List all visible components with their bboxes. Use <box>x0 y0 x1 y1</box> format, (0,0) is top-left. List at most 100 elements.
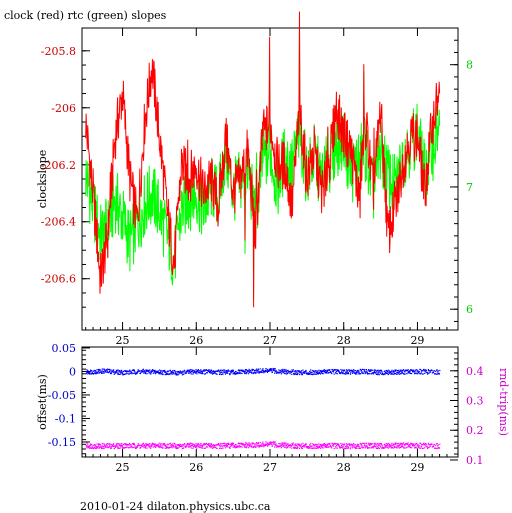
offset-series-point <box>391 369 393 371</box>
offset-series-point <box>99 371 101 373</box>
offset-series-point <box>425 370 427 372</box>
offset-series-point <box>390 372 392 375</box>
offset-series-point <box>398 373 400 375</box>
round-trip-series-point <box>195 446 197 448</box>
offset-series-point <box>151 369 153 371</box>
offset-series-point <box>395 372 397 375</box>
round-trip-series-point <box>152 443 154 445</box>
round-trip-series-point <box>333 448 335 450</box>
offset-series-point <box>230 370 232 372</box>
offset-series-point <box>141 370 143 372</box>
round-trip-series-point <box>368 447 370 449</box>
offset-series-point <box>231 371 233 373</box>
offset-series-point <box>166 372 168 374</box>
bottom-left-ytick-label: -0.1 <box>55 412 76 425</box>
round-trip-series-point <box>415 447 417 449</box>
offset-series-point <box>119 370 121 372</box>
round-trip-series-point <box>113 445 115 448</box>
offset-series-point <box>338 371 340 373</box>
offset-series-point <box>120 371 122 373</box>
offset-series-point <box>320 371 322 374</box>
round-trip-series-point <box>244 444 246 446</box>
round-trip-series-point <box>115 445 117 447</box>
round-trip-series-point <box>366 444 368 446</box>
offset-series-point <box>127 373 129 375</box>
round-trip-series-point <box>399 442 402 444</box>
offset-series-point <box>152 372 154 374</box>
round-trip-series-point <box>96 443 98 445</box>
round-trip-series-point <box>322 447 324 449</box>
offset-series-point <box>117 372 119 374</box>
round-trip-series-point <box>196 447 198 449</box>
offset-series-point <box>148 372 150 374</box>
offset-series-point <box>283 368 285 370</box>
round-trip-series-point <box>310 442 312 444</box>
offset-series-point <box>119 371 121 373</box>
offset-series-point <box>219 372 221 374</box>
offset-series-point <box>301 370 303 372</box>
offset-series-point <box>270 368 273 370</box>
offset-series-point <box>95 371 97 373</box>
offset-series-point <box>193 371 195 373</box>
round-trip-series-point <box>296 447 298 450</box>
round-trip-series-point <box>262 445 264 447</box>
round-trip-series-point <box>215 447 217 449</box>
round-trip-series-point <box>188 446 190 448</box>
round-trip-series-point <box>162 447 164 449</box>
offset-series-point <box>210 371 212 373</box>
round-trip-series-point <box>133 442 135 444</box>
offset-series-point <box>281 370 283 372</box>
round-trip-series-point <box>267 442 269 445</box>
round-trip-series-point <box>361 442 363 444</box>
round-trip-series-point <box>403 447 405 449</box>
offset-series-point <box>189 369 191 371</box>
offset-series-point <box>86 373 88 375</box>
offset-series-point <box>424 370 426 372</box>
offset-series-point <box>207 369 209 371</box>
offset-series-point <box>105 370 107 372</box>
round-trip-series-point <box>178 446 180 448</box>
round-trip-series-point <box>330 445 332 448</box>
round-trip-series-point <box>292 444 294 446</box>
offset-series-point <box>388 373 390 375</box>
round-trip-series-point <box>128 447 130 449</box>
round-trip-series-point <box>384 446 386 448</box>
offset-series-point <box>162 373 164 375</box>
offset-series-point <box>416 369 418 371</box>
offset-series-point <box>211 373 214 375</box>
offset-series-point <box>137 369 139 371</box>
round-trip-series-point <box>152 446 154 448</box>
round-trip-series-point <box>400 446 402 449</box>
offset-series-point <box>350 372 352 374</box>
round-trip-series-point <box>193 445 195 447</box>
offset-series-point <box>284 370 286 372</box>
round-trip-series-point <box>327 444 329 446</box>
offset-series-point <box>140 372 142 374</box>
round-trip-series-point <box>438 446 440 449</box>
round-trip-series-point <box>158 445 160 447</box>
round-trip-series-point <box>301 446 303 448</box>
offset-series-point <box>103 372 105 374</box>
round-trip-series-point <box>166 444 168 446</box>
round-trip-series-point <box>262 443 264 445</box>
offset-series-point <box>215 373 217 375</box>
top-left-ytick-label: -205.8 <box>41 45 76 58</box>
round-trip-series-point <box>212 444 215 446</box>
offset-series-point <box>271 370 273 372</box>
round-trip-series-point <box>162 443 164 445</box>
round-trip-series-point <box>101 448 103 450</box>
round-trip-series-point <box>154 446 156 449</box>
offset-series-point <box>158 372 160 374</box>
round-trip-series-point <box>316 444 318 446</box>
offset-series-point <box>324 370 326 372</box>
offset-series-point <box>97 368 99 371</box>
round-trip-series-point <box>205 442 207 444</box>
round-trip-series-point <box>409 443 411 446</box>
round-trip-series-point <box>425 443 428 445</box>
round-trip-series-point <box>238 446 240 448</box>
offset-series-point <box>383 374 385 376</box>
round-trip-series-point <box>119 444 121 447</box>
offset-series-point <box>92 373 94 375</box>
offset-series-point <box>253 372 255 374</box>
offset-series-point <box>362 372 364 374</box>
